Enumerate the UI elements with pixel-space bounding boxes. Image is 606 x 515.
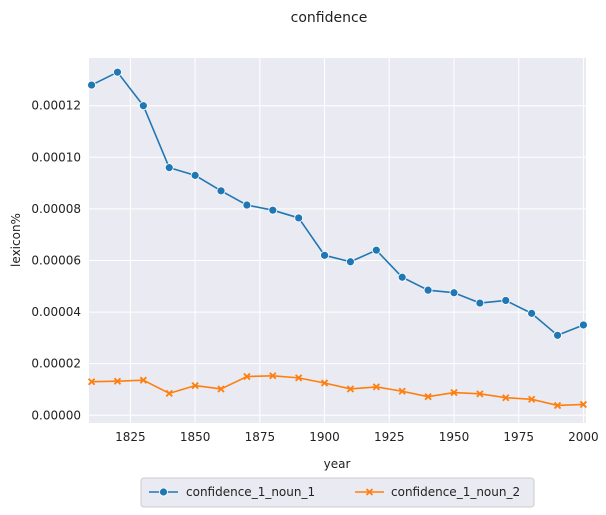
y-tick-label: 0.00012	[31, 99, 81, 113]
series-2-point	[320, 379, 329, 387]
series-2-point	[165, 389, 173, 397]
y-tick-label: 0.00002	[31, 357, 81, 371]
series-2-point	[450, 388, 458, 397]
series-1-point	[113, 67, 122, 77]
series-layer	[87, 67, 588, 410]
y-tick-label: 0.00006	[31, 253, 81, 267]
legend-marker-series-1	[159, 487, 168, 497]
x-tick-label: 2000	[568, 430, 599, 444]
y-tick-label: 0.00000	[31, 408, 81, 422]
chart-title: confidence	[291, 10, 368, 26]
series-2-point	[346, 385, 355, 393]
series-1	[87, 67, 588, 340]
y-axis-label: lexicon%	[9, 213, 23, 267]
legend: confidence_1_noun_1 confidence_1_noun_2	[140, 477, 535, 508]
series-1-point	[320, 250, 329, 260]
series-1-point	[527, 308, 537, 318]
series-1-point	[501, 296, 511, 305]
series-1-point	[346, 257, 355, 267]
series-1-point	[242, 200, 252, 210]
series-2-point	[398, 387, 406, 395]
y-tick-label: 0.00008	[31, 202, 81, 216]
series-2-point	[295, 374, 303, 382]
series-2-point	[553, 401, 562, 410]
series-1-point	[423, 285, 433, 295]
series-2-point	[243, 372, 251, 381]
series-2-point	[424, 393, 432, 401]
x-tick-label: 1875	[245, 430, 276, 444]
series-2-point	[217, 385, 225, 393]
series-2-point	[269, 372, 277, 380]
legend-label-series-1: confidence_1_noun_1	[186, 485, 315, 499]
series-1-point	[268, 205, 278, 215]
series-1-point	[294, 213, 304, 223]
grid-lines	[89, 58, 586, 423]
x-tick-label: 1850	[180, 430, 211, 444]
series-2-line	[91, 374, 584, 407]
series-1-point	[449, 288, 459, 298]
series-2-point	[87, 378, 96, 386]
series-1-point	[553, 330, 562, 340]
series-2-point	[528, 395, 536, 403]
series-2-point	[476, 390, 484, 398]
series-1-point	[579, 320, 588, 330]
series-1-point	[138, 101, 148, 111]
series-2-point	[372, 383, 380, 391]
series-1-point	[216, 186, 226, 196]
series-2-point	[191, 381, 199, 390]
legend-box	[140, 477, 535, 508]
x-tick-label: 1975	[503, 430, 534, 444]
plot-background	[89, 58, 586, 423]
legend-label-series-2: confidence_1_noun_2	[391, 485, 520, 499]
series-2	[87, 372, 588, 410]
series-2-point	[139, 376, 147, 384]
series-1-point	[475, 298, 485, 308]
series-1-point	[371, 245, 381, 255]
axis-ticks: 1825 1850 1875 1900 1925 1950 1975 2000 0.00000 0…	[31, 99, 598, 444]
series-1-point	[87, 80, 96, 90]
x-axis-label: year	[324, 457, 351, 471]
series-2-point	[502, 394, 510, 402]
series-1-point	[397, 272, 407, 282]
y-tick-label: 0.00004	[31, 305, 81, 319]
x-tick-label: 1825	[115, 430, 146, 444]
x-tick-label: 1900	[309, 430, 340, 444]
legend-marker-series-2	[365, 488, 374, 496]
series-2-point	[113, 377, 122, 385]
series-1-point	[164, 163, 174, 173]
x-tick-label: 1950	[439, 430, 470, 444]
series-1-point	[190, 170, 200, 180]
x-tick-label: 1925	[374, 430, 405, 444]
y-tick-label: 0.00010	[31, 150, 81, 164]
series-2-point	[579, 400, 588, 409]
